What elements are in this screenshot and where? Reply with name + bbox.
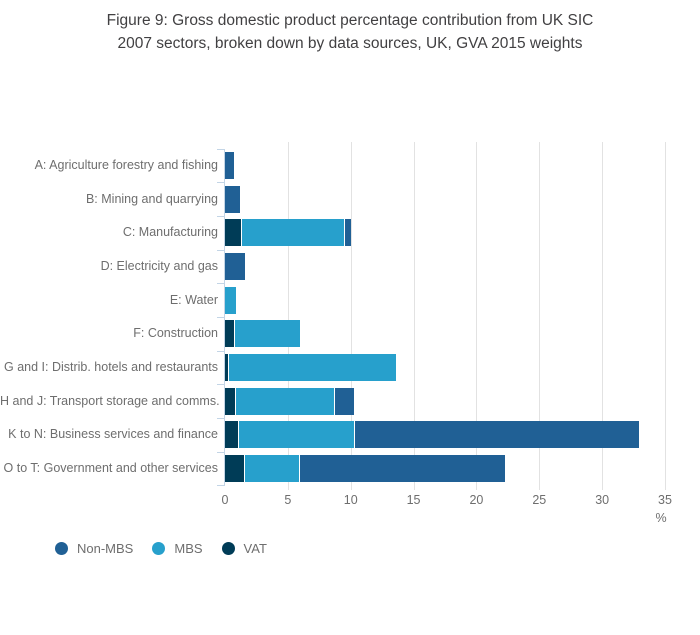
legend-item-mbs[interactable]: MBS xyxy=(152,541,203,556)
x-axis-unit-label: % xyxy=(655,511,667,525)
gridline-30 xyxy=(602,142,604,490)
x-tick-label-10: 10 xyxy=(343,493,358,507)
y-axis-tick xyxy=(217,249,225,251)
x-tick-label-20: 20 xyxy=(469,493,484,507)
bar-segment-non-mbs[interactable] xyxy=(299,454,506,482)
gridline-5 xyxy=(287,142,289,490)
category-label: D: Electricity and gas xyxy=(100,258,218,273)
category-label: H and J: Transport storage and comms. xyxy=(0,393,220,408)
y-axis-tick xyxy=(217,283,225,285)
y-axis-tick xyxy=(217,216,225,217)
legend-label: MBS xyxy=(174,541,203,556)
bar-segment-vat[interactable] xyxy=(225,454,244,482)
chart-title: Figure 9: Gross domestic product percent… xyxy=(30,9,670,55)
legend-swatch-icon xyxy=(221,542,235,555)
bar-segment-mbs[interactable] xyxy=(233,320,301,348)
x-tick-label-0: 0 xyxy=(221,493,229,507)
y-axis-tick xyxy=(217,350,225,352)
gridline-25 xyxy=(539,142,541,490)
y-axis-tick xyxy=(217,148,225,150)
category-label: B: Mining and quarrying xyxy=(85,191,218,206)
chart-title-line1: Figure 9: Gross domestic product percent… xyxy=(106,12,594,29)
category-label: F: Construction xyxy=(133,326,218,341)
legend-label: VAT xyxy=(243,541,267,556)
bar-segment-mbs[interactable] xyxy=(225,286,237,314)
y-axis-tick xyxy=(217,417,225,419)
y-axis-tick xyxy=(217,451,225,453)
legend-swatch-icon xyxy=(152,542,166,555)
bar-segment-vat[interactable] xyxy=(225,421,238,449)
legend-item-non-mbs[interactable]: Non-MBS xyxy=(55,541,133,556)
category-label: C: Manufacturing xyxy=(122,225,218,240)
bar-segment-non-mbs[interactable] xyxy=(334,387,355,415)
bar-segment-mbs[interactable] xyxy=(227,353,396,381)
category-label: G and I: Distrib. hotels and restaurants xyxy=(4,359,218,374)
bar-segment-vat[interactable] xyxy=(225,219,242,247)
bar-segment-non-mbs[interactable] xyxy=(225,252,246,280)
category-label: E: Water xyxy=(169,292,218,307)
legend: Non-MBS MBS VAT xyxy=(55,541,267,556)
gridline-10 xyxy=(350,142,352,490)
category-label: A: Agriculture forestry and fishing xyxy=(34,158,218,172)
y-axis-tick xyxy=(217,182,225,184)
category-label: K to N: Business services and finance xyxy=(8,427,218,442)
x-tick-label-35: 35 xyxy=(658,493,672,507)
y-axis-tick xyxy=(217,384,225,386)
legend-swatch-icon xyxy=(55,542,68,555)
bar-segment-vat[interactable] xyxy=(225,353,228,381)
bar-segment-mbs[interactable] xyxy=(237,421,355,449)
x-tick-label-25: 25 xyxy=(532,493,547,507)
gridline-35 xyxy=(665,142,666,490)
chart-title-line2: 2007 sectors, broken down by data source… xyxy=(117,35,583,52)
legend-item-vat[interactable]: VAT xyxy=(221,541,267,556)
gridline-20 xyxy=(476,142,478,490)
x-tick-label-5: 5 xyxy=(284,493,292,507)
y-axis-tick xyxy=(217,316,225,318)
legend-label: Non-MBS xyxy=(77,541,134,556)
bar-segment-non-mbs[interactable] xyxy=(344,219,351,247)
bar-segment-mbs[interactable] xyxy=(235,387,335,415)
gridline-15 xyxy=(413,142,415,490)
bar-segment-mbs[interactable] xyxy=(243,454,300,482)
bar-segment-mbs[interactable] xyxy=(241,219,345,247)
bar-segment-non-mbs[interactable] xyxy=(225,152,234,179)
category-label: O to T: Government and other services xyxy=(3,460,218,475)
bar-segment-non-mbs[interactable] xyxy=(225,185,241,213)
x-tick-label-15: 15 xyxy=(406,493,421,507)
x-tick-label-30: 30 xyxy=(595,493,610,507)
y-axis-tick xyxy=(217,485,225,487)
bar-segment-vat[interactable] xyxy=(225,320,234,348)
bar-segment-vat[interactable] xyxy=(225,387,236,415)
bar-segment-non-mbs[interactable] xyxy=(354,421,639,449)
